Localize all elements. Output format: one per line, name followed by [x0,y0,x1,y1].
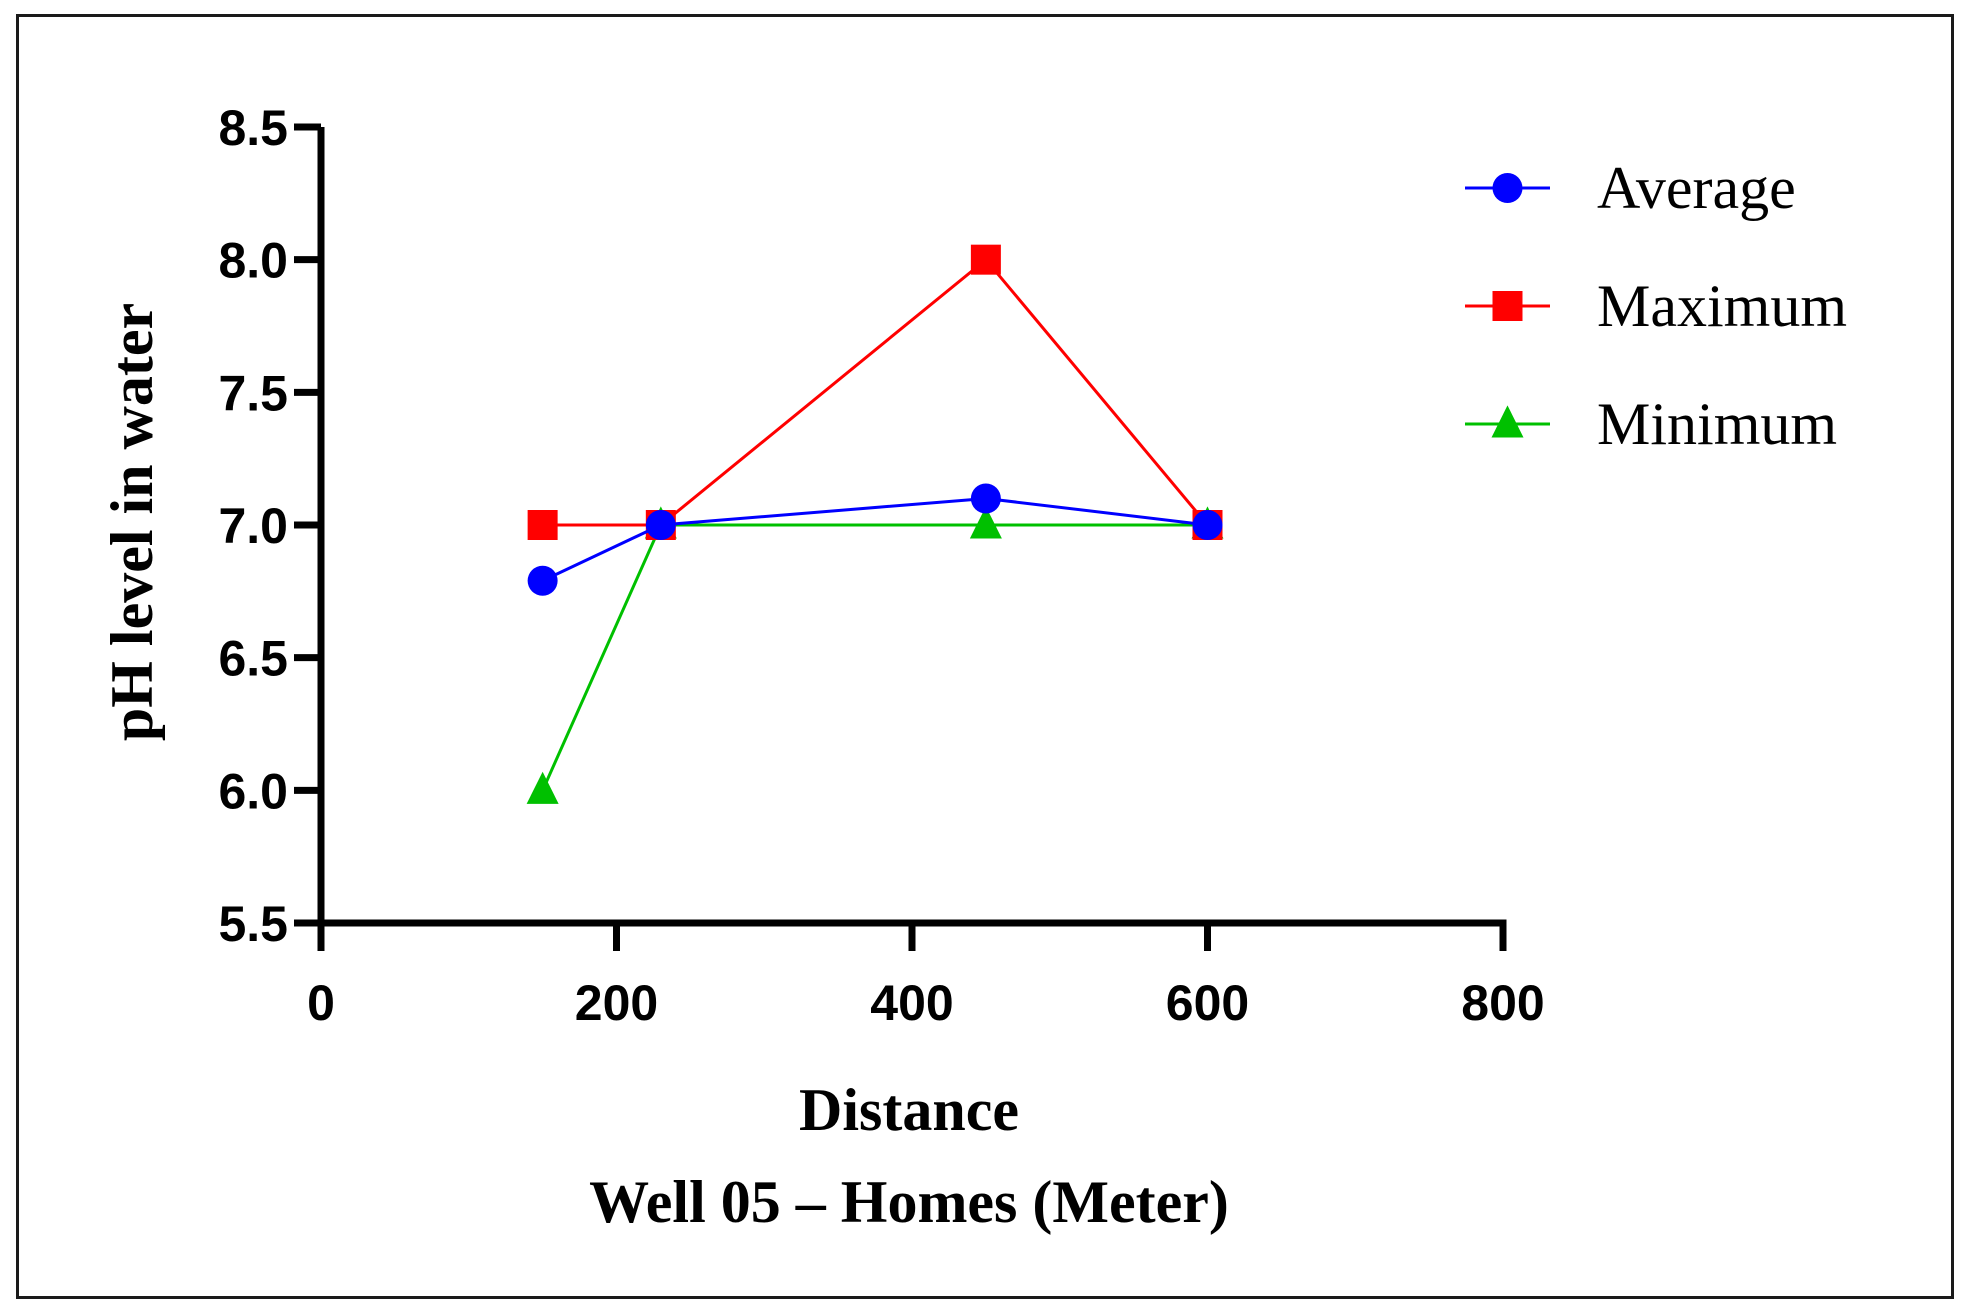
data-point-minimum-2 [969,506,1002,539]
legend-label-average: Average [1597,155,1796,221]
y-tick-label-4: 7.5 [218,365,288,421]
legend-marker-maximum [1492,291,1523,321]
legend-item-average: Average [1465,155,1796,221]
x-axis-subtitle: Well 05 – Homes (Meter) [589,1169,1229,1235]
series-line-average [541,496,1208,583]
data-point-average-1 [645,510,676,540]
y-tick-label-3: 7.0 [218,498,288,554]
y-tick-label-0: 5.5 [218,896,288,952]
series-line-maximum [542,257,1209,527]
data-point-maximum-2 [970,244,1001,275]
data-point-minimum-0 [526,771,559,804]
legend-item-minimum: Minimum [1465,391,1837,457]
y-tick-label-6: 8.5 [218,100,288,156]
legend-marker-average [1492,173,1523,203]
x-tick-label-0: 0 [307,975,335,1031]
chart-frame [16,14,1954,1299]
series-line-minimum [541,523,1208,791]
plot-series [526,244,1224,804]
y-tick-label-1: 6.0 [218,763,288,819]
y-tick-label-5: 8.0 [218,233,288,289]
x-tick-label-3: 600 [1166,975,1249,1031]
x-tick-label-2: 400 [870,975,953,1031]
legend-label-minimum: Minimum [1597,391,1837,457]
axes: 5.5 6.0 6.5 7.0 7.5 8.0 8.5 0 200 400 600 800 [218,100,1544,1031]
legend-label-maximum: Maximum [1597,273,1847,339]
series-average [527,483,1223,596]
data-point-average-2 [970,483,1001,514]
legend: Average Maximum Minimum [1465,155,1847,457]
legend-item-maximum: Maximum [1465,273,1847,339]
legend-marker-minimum [1491,405,1524,438]
x-tick-label-4: 800 [1461,975,1544,1031]
data-point-average-3 [1192,510,1223,540]
y-axis-title: pH level in water [99,303,165,741]
series-maximum [527,244,1223,540]
x-axis-title: Distance [799,1077,1019,1143]
y-tick-label-2: 6.5 [218,631,288,687]
data-point-maximum-0 [527,510,558,540]
x-tick-label-1: 200 [575,975,658,1031]
series-minimum [526,506,1224,804]
data-point-average-0 [527,565,558,596]
